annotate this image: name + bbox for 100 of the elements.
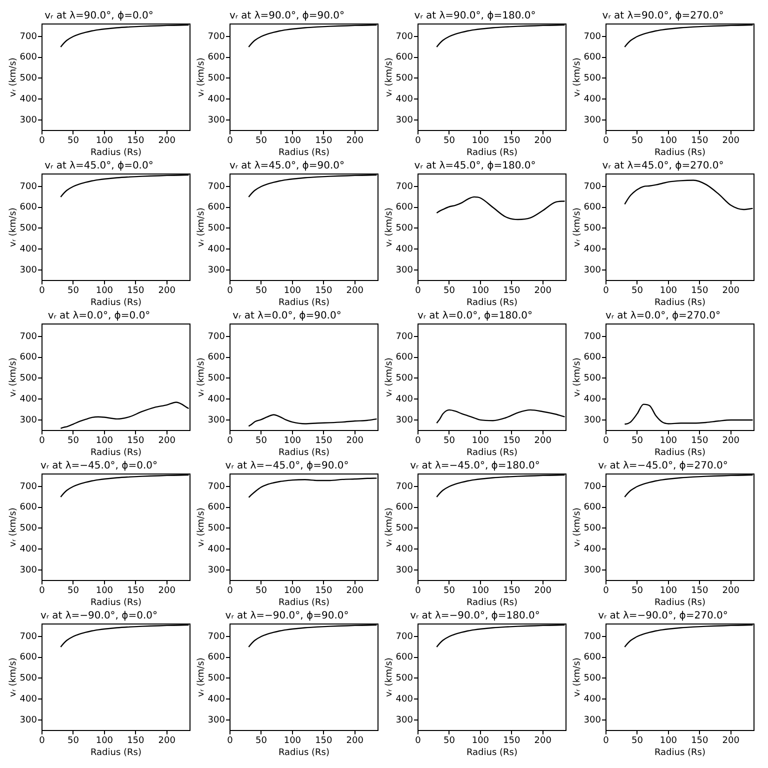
y-tick-label: 300 xyxy=(20,415,38,426)
x-tick-label: 100 xyxy=(96,286,114,296)
x-axis-title: Radius (Rs) xyxy=(278,748,330,758)
x-axis-title: Radius (Rs) xyxy=(278,148,330,158)
y-axis-title: vᵣ (km/s) xyxy=(572,658,583,697)
x-tick-label: 50 xyxy=(255,436,268,446)
y-tick-label: 500 xyxy=(396,74,414,84)
x-tick-label: 0 xyxy=(603,436,610,446)
y-tick-label: 400 xyxy=(584,244,602,254)
y-axis-title: vᵣ (km/s) xyxy=(8,58,19,97)
x-tick-label: 0 xyxy=(39,286,46,296)
x-tick-label: 150 xyxy=(315,436,333,446)
x-tick-label: 100 xyxy=(96,586,114,596)
x-tick-label: 50 xyxy=(443,136,456,146)
x-tick-label: 50 xyxy=(443,436,456,446)
y-tick-label: 500 xyxy=(208,524,226,534)
y-tick-label: 700 xyxy=(396,32,414,42)
y-tick-label: 500 xyxy=(20,374,38,384)
x-tick-label: 100 xyxy=(284,436,302,446)
y-tick-label: 300 xyxy=(20,565,38,576)
y-tick-label: 700 xyxy=(20,482,38,492)
x-tick-label: 0 xyxy=(227,286,234,296)
x-tick-label: 200 xyxy=(346,286,364,296)
chart-title: vᵣ at λ=−45.0°, ϕ=90.0° xyxy=(225,460,349,472)
y-tick-label: 400 xyxy=(396,94,414,104)
x-tick-label: 100 xyxy=(284,736,302,746)
chart-title: vᵣ at λ=0.0°, ϕ=0.0° xyxy=(48,310,150,322)
x-tick-label: 50 xyxy=(631,736,644,746)
x-tick-label: 50 xyxy=(255,736,268,746)
x-tick-label: 200 xyxy=(722,736,740,746)
x-tick-label: 200 xyxy=(158,586,176,596)
x-tick-label: 50 xyxy=(631,586,644,596)
y-tick-label: 400 xyxy=(584,94,602,104)
x-axis-title: Radius (Rs) xyxy=(466,598,518,608)
y-tick-label: 400 xyxy=(20,94,38,104)
chart-title: vᵣ at λ=−45.0°, ϕ=0.0° xyxy=(40,460,158,472)
chart-title: vᵣ at λ=90.0°, ϕ=270.0° xyxy=(602,10,724,22)
y-tick-label: 300 xyxy=(208,265,226,276)
x-tick-label: 0 xyxy=(603,136,610,146)
y-tick-label: 600 xyxy=(584,652,602,663)
chart-title: vᵣ at λ=45.0°, ϕ=0.0° xyxy=(44,160,154,172)
y-tick-label: 500 xyxy=(396,374,414,384)
x-tick-label: 50 xyxy=(67,736,80,746)
y-tick-label: 500 xyxy=(396,224,414,234)
y-axis-title: vᵣ (km/s) xyxy=(196,658,207,697)
x-tick-label: 0 xyxy=(39,736,46,746)
y-tick-label: 600 xyxy=(208,52,226,63)
x-tick-label: 50 xyxy=(255,136,268,146)
y-tick-label: 600 xyxy=(396,652,414,663)
x-axis-title: Radius (Rs) xyxy=(654,298,706,308)
x-tick-label: 0 xyxy=(603,586,610,596)
y-tick-label: 400 xyxy=(584,694,602,704)
y-tick-label: 300 xyxy=(208,115,226,126)
x-axis-title: Radius (Rs) xyxy=(654,598,706,608)
x-tick-label: 150 xyxy=(315,586,333,596)
x-tick-label: 200 xyxy=(722,286,740,296)
y-tick-label: 300 xyxy=(20,265,38,276)
y-tick-label: 400 xyxy=(208,394,226,404)
y-tick-label: 300 xyxy=(584,415,602,426)
chart-title: vᵣ at λ=0.0°, ϕ=270.0° xyxy=(605,310,721,322)
y-tick-label: 500 xyxy=(208,74,226,84)
y-tick-label: 400 xyxy=(208,244,226,254)
x-tick-label: 100 xyxy=(472,736,490,746)
x-tick-label: 150 xyxy=(503,586,521,596)
y-tick-label: 300 xyxy=(584,115,602,126)
x-axis-title: Radius (Rs) xyxy=(278,448,330,458)
y-tick-label: 500 xyxy=(584,674,602,684)
y-axis-title: vᵣ (km/s) xyxy=(384,508,395,547)
x-tick-label: 200 xyxy=(534,286,552,296)
y-tick-label: 500 xyxy=(20,674,38,684)
y-tick-label: 500 xyxy=(208,674,226,684)
x-tick-label: 100 xyxy=(284,586,302,596)
y-axis-title: vᵣ (km/s) xyxy=(572,208,583,247)
y-axis-title: vᵣ (km/s) xyxy=(572,508,583,547)
y-tick-label: 400 xyxy=(208,544,226,554)
y-tick-label: 300 xyxy=(20,715,38,726)
chart-title: vᵣ at λ=45.0°, ϕ=90.0° xyxy=(229,160,345,172)
y-tick-label: 700 xyxy=(208,632,226,642)
y-axis-title: vᵣ (km/s) xyxy=(8,358,19,397)
x-axis-title: Radius (Rs) xyxy=(654,748,706,758)
y-tick-label: 400 xyxy=(20,244,38,254)
chart-title: vᵣ at λ=−90.0°, ϕ=0.0° xyxy=(40,610,158,622)
y-tick-label: 300 xyxy=(396,565,414,576)
x-tick-label: 200 xyxy=(722,586,740,596)
y-tick-label: 600 xyxy=(20,352,38,363)
x-tick-label: 150 xyxy=(315,286,333,296)
chart-title: vᵣ at λ=90.0°, ϕ=180.0° xyxy=(414,10,536,22)
x-tick-label: 100 xyxy=(472,586,490,596)
x-tick-label: 0 xyxy=(227,736,234,746)
x-tick-label: 200 xyxy=(534,136,552,146)
y-tick-label: 400 xyxy=(396,394,414,404)
y-axis-title: vᵣ (km/s) xyxy=(196,58,207,97)
y-tick-label: 700 xyxy=(20,32,38,42)
x-tick-label: 0 xyxy=(227,586,234,596)
chart-title: vᵣ at λ=0.0°, ϕ=180.0° xyxy=(417,310,533,322)
y-tick-label: 400 xyxy=(584,544,602,554)
y-tick-label: 400 xyxy=(208,94,226,104)
y-axis-title: vᵣ (km/s) xyxy=(384,208,395,247)
chart-title: vᵣ at λ=45.0°, ϕ=270.0° xyxy=(602,160,724,172)
chart-title: vᵣ at λ=−90.0°, ϕ=270.0° xyxy=(598,610,728,622)
